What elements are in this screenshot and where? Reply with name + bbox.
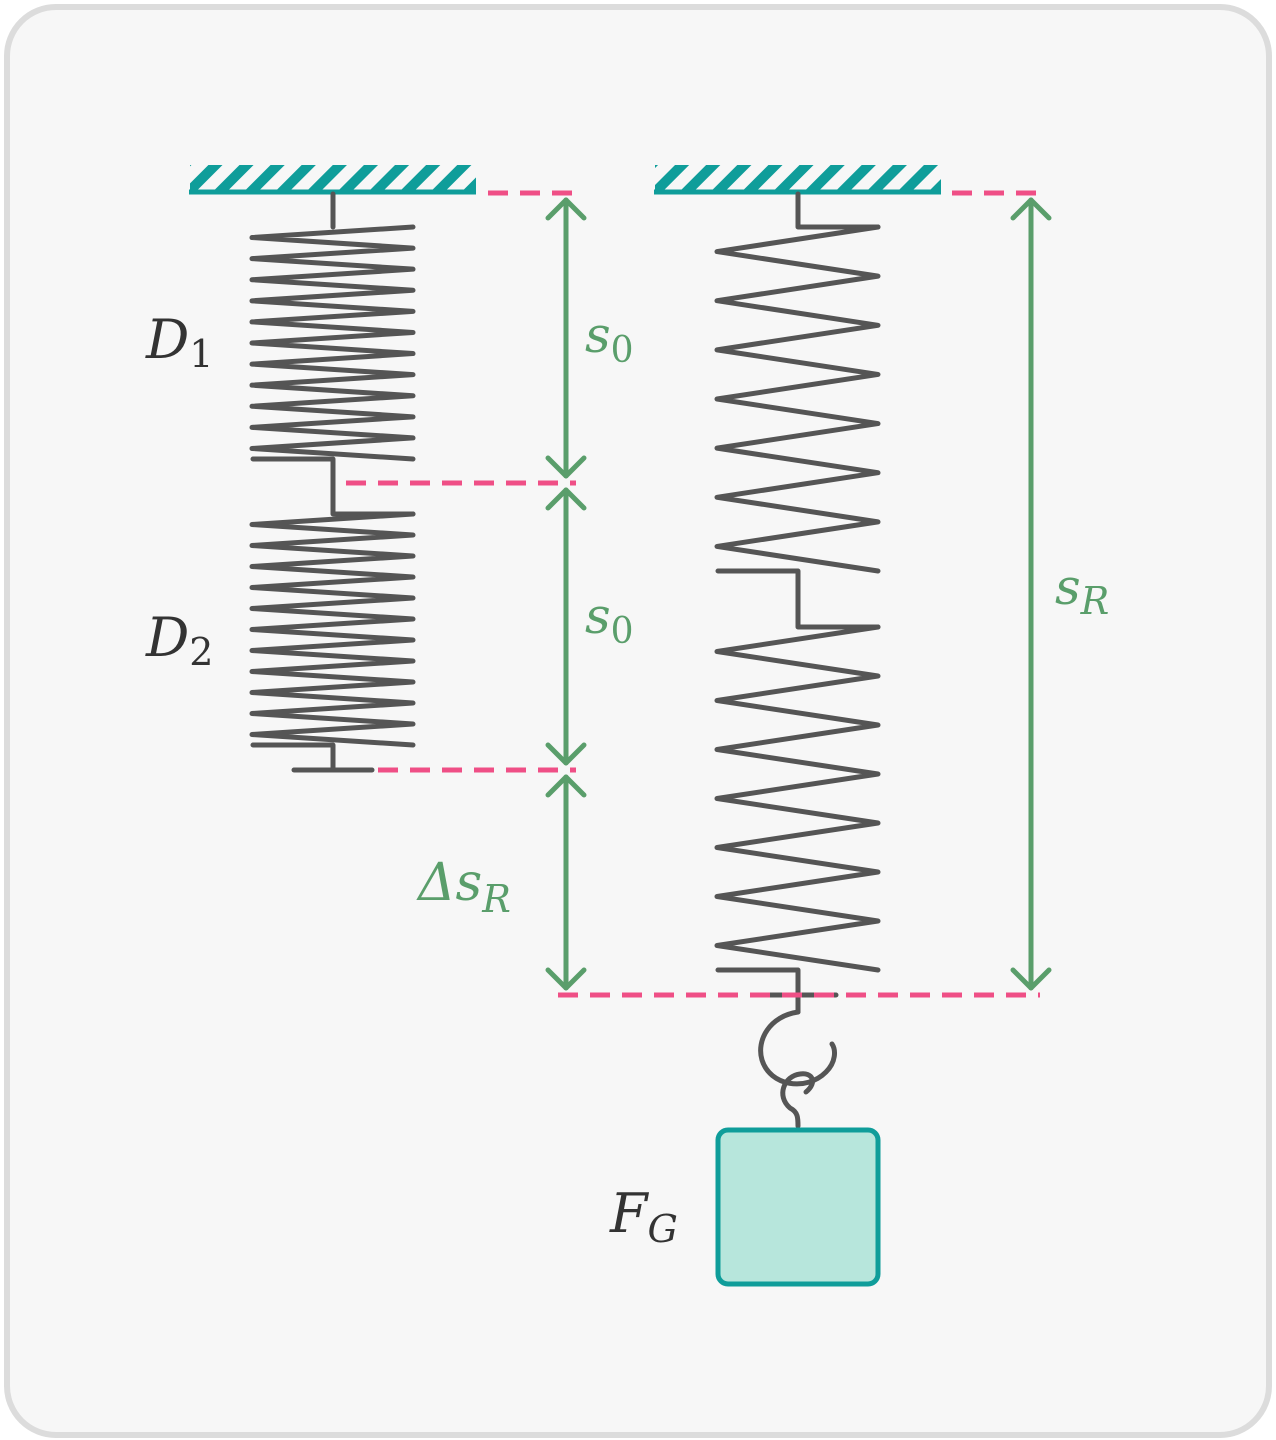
label-d2: D2 <box>145 606 213 674</box>
dimension-arrow-sR <box>1010 197 1052 991</box>
label-s0-upper: s0 <box>585 306 634 371</box>
diagram-card <box>4 4 1272 1438</box>
dimension-arrow-delta-sR <box>545 774 587 991</box>
label-s0-lower: s0 <box>585 587 634 652</box>
ceiling-right <box>654 165 941 195</box>
right-spring-connector <box>715 568 881 630</box>
mass-block <box>715 1127 881 1287</box>
label-fG: FG <box>609 1182 678 1251</box>
right-bottom-connector <box>715 967 801 998</box>
label-sR: sR <box>1055 558 1109 623</box>
left-spring-connector <box>250 456 416 517</box>
mass-hook-loop <box>780 1071 815 1129</box>
label-d1: D1 <box>145 308 213 376</box>
right-upper-spring-connector <box>795 191 881 230</box>
ceiling-left <box>189 165 476 195</box>
spring-d2-stretched <box>714 624 881 973</box>
spring-d1-stretched <box>714 224 881 574</box>
dimension-arrow-s0-upper <box>545 197 587 479</box>
spring-d2 <box>249 511 416 748</box>
label-delta-sR: ΔsR <box>416 853 511 921</box>
spring-d1 <box>249 224 416 462</box>
left-bottom-connector <box>250 742 336 773</box>
dimension-arrow-s0-lower <box>545 487 587 766</box>
